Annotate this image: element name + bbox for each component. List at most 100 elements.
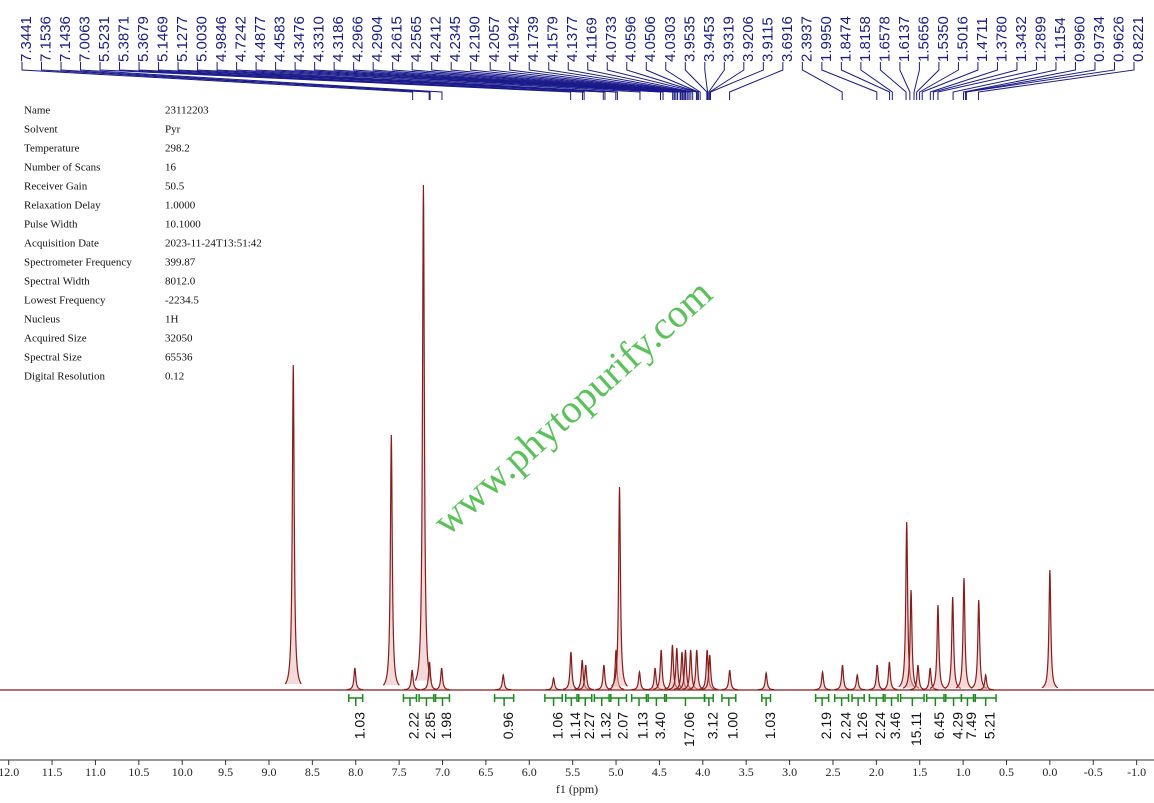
integral-label: 2.22: [406, 712, 422, 739]
peak-leader: [645, 62, 699, 100]
param-name: Name: [24, 105, 50, 117]
peak: [977, 673, 994, 691]
peak-label: 2.3937: [798, 16, 815, 62]
integral-bracket: [493, 694, 515, 706]
peak: [1041, 569, 1059, 689]
peak: [611, 486, 628, 687]
param-value: 1H: [165, 314, 179, 326]
peak-label: 4.9846: [213, 16, 230, 62]
peak-label: 3.9453: [701, 16, 718, 62]
x-tick-label: -1.0: [1127, 765, 1146, 779]
x-axis-title: f1 (ppm): [556, 782, 598, 796]
param-name: Acquisition Date: [24, 238, 99, 250]
peak-leader: [275, 62, 664, 100]
peak-leader: [353, 62, 678, 100]
peak-leader: [567, 62, 692, 100]
peak-leader: [964, 62, 1096, 100]
peak-leader: [138, 62, 585, 100]
integral-bracket: [418, 694, 435, 706]
x-tick-label: 6.5: [478, 765, 493, 779]
peak: [414, 184, 432, 681]
peak: [284, 364, 302, 685]
peak: [922, 667, 939, 691]
integral-bracket: [884, 694, 899, 706]
peak-leader: [708, 62, 725, 100]
peak-label: 1.9950: [818, 16, 835, 62]
peak-leader: [606, 62, 697, 100]
integral-bracket: [868, 694, 885, 706]
param-name: Digital Resolution: [24, 371, 105, 383]
peak-leader: [821, 62, 878, 100]
peak-label: 0.9626: [1110, 16, 1127, 62]
peak: [834, 664, 851, 691]
peak-leader: [548, 62, 690, 100]
x-tick-label: 12.0: [0, 765, 19, 779]
peak-leader: [626, 62, 699, 100]
x-tick-label: 3.5: [739, 765, 754, 779]
peak-label: 4.2412: [428, 16, 445, 62]
peak-leader: [411, 62, 682, 100]
peak-label: 1.3780: [993, 16, 1010, 62]
peak-label: 4.3186: [330, 16, 347, 62]
integral-bracket: [577, 694, 593, 706]
peak: [849, 673, 866, 691]
integral-label: 2.07: [614, 712, 630, 739]
peak-label: 7.0063: [76, 16, 93, 62]
peak-leader: [509, 62, 687, 100]
param-name: Spectral Width: [24, 276, 90, 288]
peak-leader: [899, 62, 911, 100]
peak: [577, 664, 594, 691]
peak-leader: [41, 62, 430, 100]
param-name: Number of Scans: [24, 162, 100, 174]
integral-bracket: [925, 694, 945, 706]
peak: [545, 676, 562, 691]
integral-label: 1.32: [597, 712, 613, 739]
peak-leader: [489, 62, 686, 100]
peak-leader: [216, 62, 618, 100]
peak-label: 4.4583: [272, 16, 289, 62]
peak: [721, 669, 738, 691]
x-tick-label: 9.5: [218, 765, 233, 779]
integral-bracket: [665, 694, 706, 706]
x-tick-label: 9.0: [261, 765, 276, 779]
peak: [701, 654, 718, 690]
integral-bracket: [544, 694, 563, 706]
integral-label: 3.46: [887, 712, 903, 739]
integral-label: 1.03: [351, 712, 367, 739]
x-tick-label: 1.0: [956, 765, 971, 779]
peak-leader: [450, 62, 683, 100]
peak-label: 4.1377: [564, 16, 581, 62]
peak-leader: [372, 62, 679, 100]
peak: [404, 669, 421, 691]
param-value: Pyr: [165, 124, 181, 136]
peak-label: 1.5016: [954, 16, 971, 62]
integral-bracket: [348, 694, 364, 706]
peak-leader: [255, 62, 661, 100]
peak: [814, 669, 831, 691]
peak: [869, 664, 886, 691]
integral-bracket: [593, 694, 610, 706]
x-tick-label: 10.0: [172, 765, 193, 779]
peak-leader: [431, 62, 683, 100]
x-tick-label: 8.5: [305, 765, 320, 779]
integral-bracket: [814, 694, 830, 706]
integral-label: 2.24: [837, 712, 853, 739]
peak-leader: [729, 62, 784, 100]
param-name: Spectrometer Frequency: [24, 257, 132, 269]
integral-bracket: [974, 694, 997, 706]
peak-leader: [962, 62, 1076, 100]
peak-label: 3.9319: [720, 16, 737, 62]
peak-label: 1.1154: [1052, 17, 1069, 62]
integral-label: 15.11: [908, 712, 924, 746]
param-name: Relaxation Delay: [24, 200, 101, 212]
x-tick-label: 0.0: [1042, 765, 1057, 779]
peak-leader: [684, 62, 708, 100]
integral-label: 4.29: [949, 712, 965, 739]
peak: [382, 434, 400, 686]
integral-label: 17.06: [681, 712, 697, 747]
integral-bracket: [833, 694, 850, 706]
peak-leader: [929, 62, 998, 100]
integral-bracket: [703, 694, 714, 706]
peak-label: 4.2904: [369, 16, 386, 62]
peak-leader: [587, 62, 694, 100]
